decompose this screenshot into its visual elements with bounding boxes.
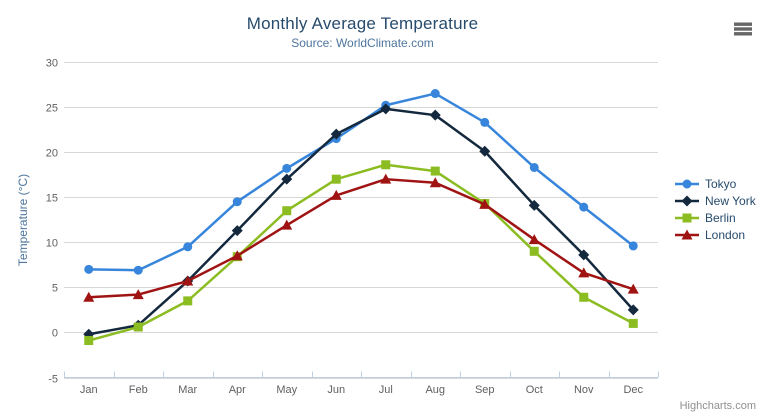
- x-tick-label: Aug: [425, 384, 445, 396]
- chart-subtitle: Source: WorldClimate.com: [291, 36, 434, 50]
- x-tick-label: Feb: [129, 384, 148, 396]
- x-axis-labels: Jan Feb Mar Apr May Jun Jul Aug Sep Oct Nov Dec: [80, 384, 644, 396]
- y-axis-title: Temperature (°C): [16, 174, 30, 266]
- chart-title: Monthly Average Temperature: [246, 14, 479, 33]
- y-tick-label: 5: [52, 283, 58, 295]
- y-axis-labels: -5 0 5 10 15 20 25 30: [46, 58, 58, 386]
- legend-label: London: [705, 228, 746, 242]
- legend-item-berlin[interactable]: Berlin: [674, 211, 756, 225]
- hamburger-icon: [734, 22, 752, 35]
- y-tick-label: 15: [46, 193, 58, 205]
- y-tick-label: 10: [46, 238, 58, 250]
- triangle-marker-icon: [675, 229, 699, 240]
- series-tokyo[interactable]: [84, 89, 638, 275]
- x-tick-label: Jul: [379, 384, 393, 396]
- x-tick-label: Oct: [526, 384, 543, 396]
- y-tick-label: 0: [52, 328, 58, 340]
- diamond-marker-icon: [675, 195, 699, 207]
- y-gridlines: [64, 62, 658, 379]
- circle-marker-icon: [675, 179, 699, 189]
- x-tick-label: Sep: [475, 384, 495, 396]
- legend-label: New York: [705, 194, 756, 208]
- legend-item-new-york[interactable]: New York: [674, 194, 756, 208]
- y-tick-label: 30: [46, 58, 58, 70]
- x-axis: [64, 371, 659, 378]
- x-tick-label: Jun: [327, 384, 345, 396]
- legend-label: Berlin: [705, 211, 736, 225]
- y-tick-label: -5: [48, 374, 58, 386]
- legend: Tokyo New York Berlin London: [674, 177, 756, 242]
- square-marker-icon: [675, 213, 699, 223]
- series-new-york[interactable]: [83, 103, 639, 340]
- x-tick-label: Apr: [229, 384, 246, 396]
- series-berlin[interactable]: [84, 160, 638, 346]
- x-tick-label: May: [276, 384, 297, 396]
- y-tick-label: 20: [46, 148, 58, 160]
- chart-context-menu-button[interactable]: [730, 18, 756, 42]
- legend-label: Tokyo: [705, 177, 737, 191]
- y-tick-label: 25: [46, 103, 58, 115]
- x-tick-label: Mar: [178, 384, 197, 396]
- x-tick-label: Nov: [574, 384, 594, 396]
- legend-item-london[interactable]: London: [674, 228, 756, 242]
- x-tick-label: Dec: [623, 384, 643, 396]
- legend-item-tokyo[interactable]: Tokyo: [674, 177, 756, 191]
- x-tick-label: Jan: [80, 384, 98, 396]
- series-london[interactable]: [83, 173, 639, 302]
- credits-link[interactable]: Highcharts.com: [679, 400, 756, 412]
